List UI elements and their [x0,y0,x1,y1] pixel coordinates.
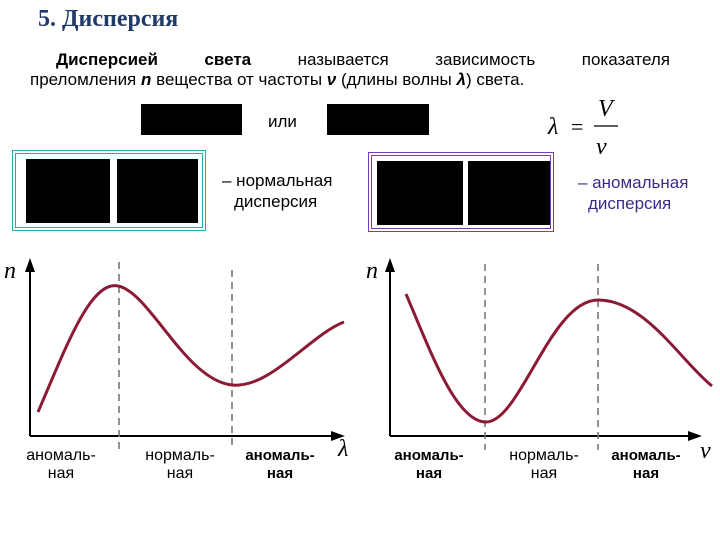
text-seg: преломления [30,70,141,89]
word-called: называется [297,50,389,69]
term-light: света [204,50,252,69]
graph-n-vs-lambda [25,258,345,450]
dispersion-curve [404,293,713,424]
zone-line1: аномаль- [245,447,315,464]
left-y-axis-label: n [4,258,16,284]
connector-or: или [268,112,297,131]
zone-line2: ная [166,465,194,482]
zone-line1: аномаль- [394,447,464,464]
zone-line2: ная [632,465,660,482]
right-y-axis-label: n [366,258,378,284]
word-dependence: зависимость [435,50,536,69]
normal-label-line2: дисперсия [234,192,318,211]
formula-box-left [141,104,242,135]
y-axis-arrow [25,258,35,272]
right-zone-normal: нормаль- ная [496,447,592,483]
symbol-nu: ν [326,70,337,89]
dispersion-curve [36,284,345,413]
text-seg: (длины волны [336,70,457,89]
left-x-axis-label: λ [338,436,349,462]
symbol-lambda: λ [456,70,466,89]
word-index: показателя [581,50,670,69]
zone-line1: нормаль- [509,447,579,464]
y-axis-arrow [385,258,395,272]
symbol-n: n [141,70,152,89]
zone-line2: ная [530,465,558,482]
left-zone-anomalous-2: аномаль- ная [234,447,326,483]
formula-numerator: V [598,96,615,122]
page-title: 5. Дисперсия [38,6,179,32]
x-axis-arrow [688,431,702,441]
formula-lhs: λ [547,114,558,140]
text-seg: ) света. [465,70,525,89]
right-zone-anomalous-1: аномаль- ная [384,447,474,483]
term-dispersion: Дисперсией [56,50,158,69]
left-zone-anomalous-1: аномаль- ная [18,447,104,483]
formula-box-right [327,104,429,135]
definition-line-2: преломления n вещества от частоты ν (дли… [30,70,670,90]
normal-formula-box-2 [117,159,198,223]
graph-n-vs-nu [385,258,713,450]
left-zone-normal: нормаль- ная [132,447,228,483]
zone-line1: аномаль- [26,447,96,464]
normal-dispersion-frame [12,150,206,231]
right-zone-anomalous-2: аномаль- ная [600,447,692,483]
normal-formula-box-1 [26,159,110,223]
anomalous-formula-box-1 [377,161,463,225]
normal-label-line1: – нормальная [222,171,333,190]
x-axis-arrow [331,431,345,441]
definition-text: Дисперсией света называется зависимость … [30,50,670,90]
wavelength-formula: λ = V ν [547,96,618,160]
anomalous-dispersion-frame [368,152,554,232]
definition-line-1: Дисперсией света называется зависимость … [30,50,670,70]
formula-eq: = [571,114,583,139]
anomalous-dispersion-label: – аномальная дисперсия [578,172,688,214]
anomalous-formula-box-2 [468,161,550,225]
zone-line1: аномаль- [611,447,681,464]
normal-dispersion-label: – нормальная дисперсия [222,170,332,212]
right-x-axis-label: ν [700,438,711,464]
anomalous-label-line2: дисперсия [588,194,672,213]
zone-line1: нормаль- [145,447,215,464]
text-seg: вещества от частоты [151,70,327,89]
anomalous-label-line1: – аномальная [578,173,689,192]
formula-denominator: ν [596,134,607,160]
zone-line2: ная [415,465,443,482]
zone-line2: ная [266,465,294,482]
zone-line2: ная [47,465,75,482]
